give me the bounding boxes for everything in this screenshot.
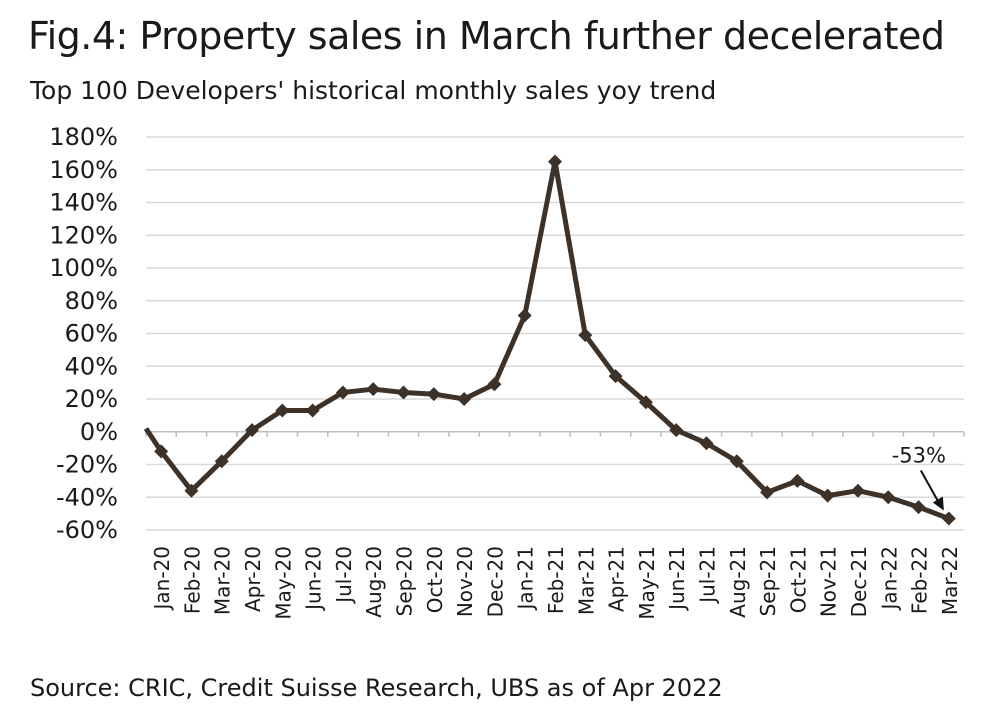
data-point (790, 473, 805, 488)
x-tick-label: Oct-20 (423, 546, 447, 613)
x-tick-label: Feb-22 (908, 546, 932, 614)
x-tick-label: Apr-20 (241, 546, 265, 612)
x-tick-label: Jan-20 (150, 546, 174, 612)
x-tick-label: Dec-21 (847, 546, 871, 617)
x-tick-label: Sep-21 (756, 546, 780, 616)
data-point (487, 377, 502, 392)
chart-subtitle: Top 100 Developers' historical monthly s… (30, 76, 717, 105)
chart-title: Fig.4: Property sales in March further d… (28, 14, 945, 58)
y-tick-label: 140% (49, 189, 118, 217)
data-point (426, 387, 441, 402)
data-point (638, 395, 653, 410)
y-tick-label: 120% (49, 221, 118, 249)
data-point (396, 385, 411, 400)
data-point (881, 490, 896, 505)
x-tick-label: Mar-20 (211, 546, 235, 615)
x-tick-label: Nov-21 (817, 546, 841, 617)
annotation-arrowhead (932, 496, 944, 511)
y-tick-label: 0% (80, 418, 118, 446)
data-point (457, 392, 472, 406)
data-point (184, 483, 199, 498)
data-point (608, 369, 623, 384)
data-point (275, 403, 290, 418)
annotation-label: -53% (892, 444, 946, 468)
data-point (548, 154, 562, 169)
series-line (143, 159, 950, 521)
x-tick-label: Jun-21 (665, 546, 689, 612)
data-point (699, 436, 714, 451)
y-tick-label: 160% (49, 156, 118, 184)
x-tick-label: May-21 (635, 546, 659, 620)
y-tick-label: -20% (56, 451, 118, 479)
x-tick-label: Oct-21 (786, 546, 810, 613)
y-tick-label: -60% (56, 516, 118, 544)
data-point (305, 403, 320, 418)
data-point (729, 454, 744, 469)
x-tick-label: Jul-20 (332, 546, 356, 605)
x-tick-label: Nov-20 (453, 546, 477, 617)
data-point (245, 423, 260, 438)
x-tick-label: Jul-21 (695, 546, 719, 605)
y-tick-label: 180% (49, 123, 118, 151)
y-tick-label: 40% (65, 352, 118, 380)
data-point (214, 454, 229, 469)
x-tick-label: Dec-20 (483, 546, 507, 617)
x-tick-label: Jan-21 (514, 546, 538, 612)
y-tick-label: 100% (49, 254, 118, 282)
source-note: Source: CRIC, Credit Suisse Research, UB… (30, 674, 723, 702)
x-tick-label: Aug-21 (726, 546, 750, 618)
data-point (154, 444, 169, 459)
x-tick-label: May-20 (271, 546, 295, 620)
y-tick-label: -40% (56, 483, 118, 511)
x-tick-label: Feb-21 (544, 546, 568, 614)
data-point (911, 500, 926, 515)
x-tick-label: Mar-22 (938, 546, 962, 615)
x-tick-label: Feb-20 (180, 546, 204, 614)
data-point (578, 328, 593, 343)
data-point (760, 485, 775, 500)
data-point (941, 511, 956, 526)
y-tick-label: 20% (65, 385, 118, 413)
x-tick-label: Apr-21 (605, 546, 629, 612)
data-point (820, 488, 835, 503)
y-tick-label: 60% (65, 320, 118, 348)
data-point (366, 382, 381, 397)
x-tick-label: Sep-20 (393, 546, 417, 616)
x-tick-label: Aug-20 (362, 546, 386, 618)
data-point (850, 483, 865, 498)
data-point (335, 385, 350, 400)
x-tick-label: Jan-22 (877, 546, 901, 612)
data-point (517, 308, 532, 323)
data-point (669, 423, 684, 438)
x-tick-label: Mar-21 (574, 546, 598, 615)
annotation-arrow (919, 470, 941, 506)
y-tick-label: 80% (65, 287, 118, 315)
x-tick-label: Jun-20 (302, 546, 326, 612)
